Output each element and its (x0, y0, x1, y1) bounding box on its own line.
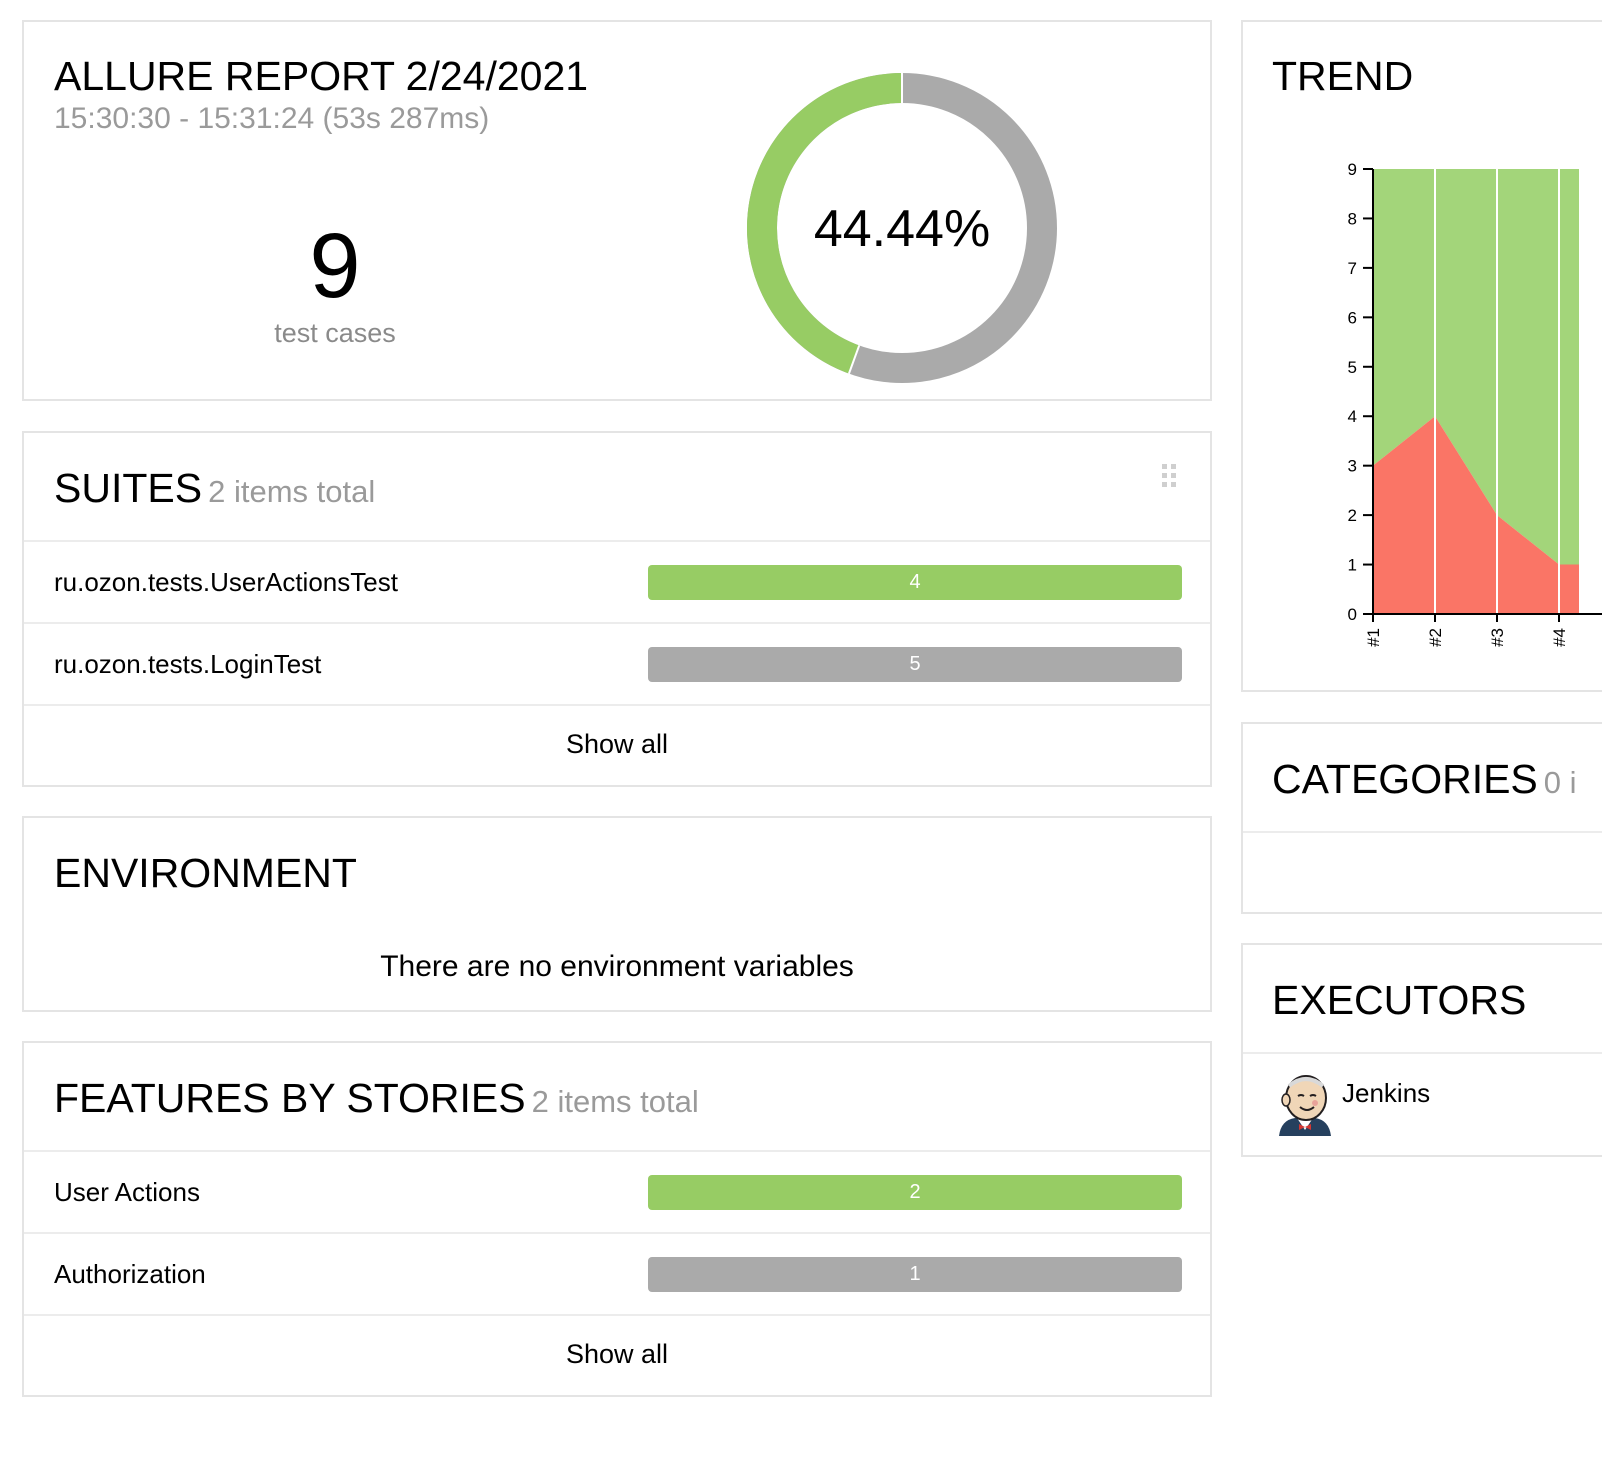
suites-header: SUITES 2 items total (54, 468, 375, 509)
divider (1243, 1052, 1602, 1054)
test-case-count-label: test cases (274, 318, 396, 348)
trend-area-failed (1373, 416, 1579, 614)
trend-y-tick-label: 6 (1348, 308, 1357, 327)
suites-total: 2 items total (208, 474, 376, 509)
features-show-all-link[interactable]: Show all (565, 1339, 669, 1369)
features-title: FEATURES BY STORIES (54, 1075, 526, 1121)
suite-row[interactable]: ru.ozon.tests.UserActionsTest 4 (24, 542, 1210, 623)
environment-widget: ENVIRONMENT There are no environment var… (22, 816, 1212, 1012)
suite-name: ru.ozon.tests.LoginTest (54, 649, 322, 679)
trend-x-tick-label: #3 (1488, 628, 1507, 647)
divider (24, 1232, 1210, 1234)
trend-y-tick-label: 7 (1348, 259, 1357, 278)
executors-widget: EXECUTORS Jenkins (1241, 943, 1602, 1157)
trend-y-tick-label: 8 (1348, 209, 1357, 228)
trend-title: TREND (1272, 53, 1414, 99)
trend-x-tick-label: #4 (1550, 628, 1569, 647)
divider (24, 1150, 1210, 1152)
feature-row[interactable]: User Actions 2 (24, 1152, 1210, 1233)
categories-widget: CATEGORIES 0 i (1241, 722, 1602, 914)
trend-y-tick-label: 4 (1348, 407, 1357, 426)
drag-handle-icon[interactable] (1160, 462, 1178, 490)
environment-title: ENVIRONMENT (54, 850, 357, 896)
summary-widget: ALLURE REPORT 2/24/2021 15:30:30 - 15:31… (22, 20, 1212, 401)
divider (24, 1314, 1210, 1316)
suites-title: SUITES (54, 465, 203, 511)
trend-y-tick-label: 0 (1348, 605, 1357, 624)
categories-header: CATEGORIES 0 i (1272, 759, 1577, 800)
feature-row[interactable]: Authorization 1 (24, 1234, 1210, 1315)
trend-chart[interactable]: 0 1 2 3 4 5 6 7 8 9 #1 #2 #3 #4 (1243, 132, 1602, 672)
suites-show-all-link[interactable]: Show all (565, 729, 669, 759)
executors-title: EXECUTORS (1272, 977, 1527, 1023)
trend-y-tick-label: 3 (1348, 457, 1357, 476)
trend-y-tick-label: 9 (1348, 160, 1357, 179)
features-total: 2 items total (531, 1084, 699, 1119)
trend-y-tick-label: 2 (1348, 506, 1357, 525)
feature-status-bar[interactable]: 2 (648, 1175, 1182, 1210)
report-title: ALLURE REPORT 2/24/2021 (54, 53, 589, 99)
jenkins-icon (1279, 1075, 1331, 1136)
trend-x-tick-label: #1 (1364, 628, 1383, 647)
trend-y-tick-label: 1 (1348, 556, 1357, 575)
test-case-count: 9 (309, 215, 361, 317)
executor-item[interactable]: Jenkins (1243, 1054, 1602, 1154)
suite-name: ru.ozon.tests.UserActionsTest (54, 567, 398, 597)
features-widget: FEATURES BY STORIES 2 items total User Ac… (22, 1041, 1212, 1397)
feature-name: User Actions (54, 1177, 200, 1207)
donut-separator (848, 345, 861, 374)
categories-title: CATEGORIES (1272, 756, 1538, 802)
divider (1243, 831, 1602, 833)
suite-status-bar[interactable]: 4 (648, 565, 1182, 600)
summary-donut[interactable]: 44.44% (742, 68, 1062, 388)
categories-total: 0 i (1543, 765, 1577, 800)
divider (24, 540, 1210, 542)
features-header: FEATURES BY STORIES 2 items total (54, 1078, 699, 1119)
report-time-range: 15:30:30 - 15:31:24 (53s 287ms) (54, 102, 490, 135)
donut-percent: 44.44% (814, 200, 990, 258)
divider (24, 622, 1210, 624)
suite-row[interactable]: ru.ozon.tests.LoginTest 5 (24, 624, 1210, 705)
trend-x-tick-label: #2 (1426, 628, 1445, 647)
trend-y-tick-label: 5 (1348, 358, 1357, 377)
trend-widget: TREND 0 1 2 3 4 5 6 7 8 9 #1 #2 #3 #4 (1241, 20, 1602, 692)
feature-status-bar[interactable]: 1 (648, 1257, 1182, 1292)
trend-area-passed (1373, 169, 1579, 565)
donut-passed-segment[interactable] (747, 73, 903, 374)
divider (24, 704, 1210, 706)
environment-empty-text: There are no environment variables (380, 950, 854, 983)
executor-name: Jenkins (1342, 1078, 1431, 1108)
suite-status-bar[interactable]: 5 (648, 647, 1182, 682)
suites-widget: SUITES 2 items total ru.ozon.tests.UserAc… (22, 431, 1212, 787)
feature-name: Authorization (54, 1259, 206, 1289)
